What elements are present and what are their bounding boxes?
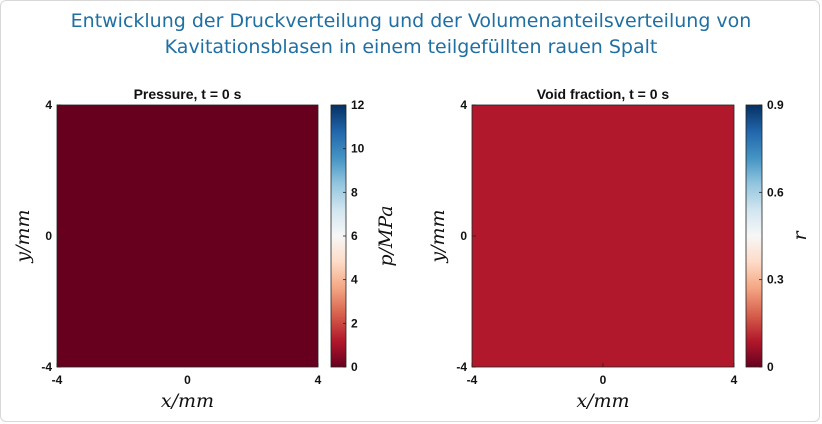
y-axis-label: y/mm bbox=[12, 209, 34, 263]
panel-title: Void fraction, t = 0 s bbox=[537, 86, 670, 102]
panel-pressure: Pressure, t = 0 s -4 0 4 -4 0 4 x/mm y/mm 0 2 4 6 8 10… bbox=[12, 86, 397, 412]
figure-title-line-2: Kavitationsblasen in einem teilgefüllten… bbox=[164, 36, 658, 58]
colorbar-tick-label: 8 bbox=[351, 185, 358, 199]
colorbar-label: p/MPa bbox=[375, 205, 397, 266]
colorbar-label: r bbox=[789, 230, 811, 241]
y-tick-label: -4 bbox=[41, 360, 52, 374]
heatmap-field bbox=[56, 104, 319, 368]
colorbar-tick-label: 0 bbox=[351, 360, 358, 374]
x-tick-label: 0 bbox=[600, 373, 607, 387]
y-tick-label: 0 bbox=[45, 229, 52, 243]
heatmap-field bbox=[471, 104, 735, 368]
colorbar-tick-label: 6 bbox=[351, 229, 358, 243]
x-axis-label: x/mm bbox=[161, 390, 214, 412]
y-tick-label: 4 bbox=[45, 98, 52, 112]
x-tick-label: -4 bbox=[467, 373, 478, 387]
figure-title-line-1: Entwicklung der Druckverteilung und der … bbox=[70, 10, 752, 32]
panel-title: Pressure, t = 0 s bbox=[134, 86, 242, 102]
x-tick-label: 4 bbox=[315, 373, 322, 387]
colorbar bbox=[745, 104, 763, 368]
colorbar-tick-label: 0.6 bbox=[767, 185, 784, 199]
colorbar-tick-label: 4 bbox=[351, 273, 358, 287]
y-tick-label: 0 bbox=[460, 229, 467, 243]
figure-title: Entwicklung der Druckverteilung und der … bbox=[0, 8, 822, 60]
colorbar-tick-label: 0.9 bbox=[767, 98, 784, 112]
colorbar-tick-label: 0 bbox=[767, 360, 774, 374]
y-axis-label: y/mm bbox=[427, 209, 449, 263]
colorbar-tick-label: 12 bbox=[351, 98, 365, 112]
x-tick-label: -4 bbox=[52, 373, 63, 387]
panel-void-fraction: Void fraction, t = 0 s -4 0 4 -4 0 4 x/mm y/mm 0 0… bbox=[427, 86, 811, 412]
y-tick-label: -4 bbox=[456, 360, 467, 374]
y-tick-label: 4 bbox=[460, 98, 467, 112]
colorbar-tick-label: 2 bbox=[351, 316, 358, 330]
x-axis-label: x/mm bbox=[576, 390, 629, 412]
x-tick-label: 0 bbox=[184, 373, 191, 387]
x-tick-label: 4 bbox=[731, 373, 738, 387]
colorbar-tick-label: 0.3 bbox=[767, 273, 784, 287]
colorbar-tick-label: 10 bbox=[351, 142, 365, 156]
